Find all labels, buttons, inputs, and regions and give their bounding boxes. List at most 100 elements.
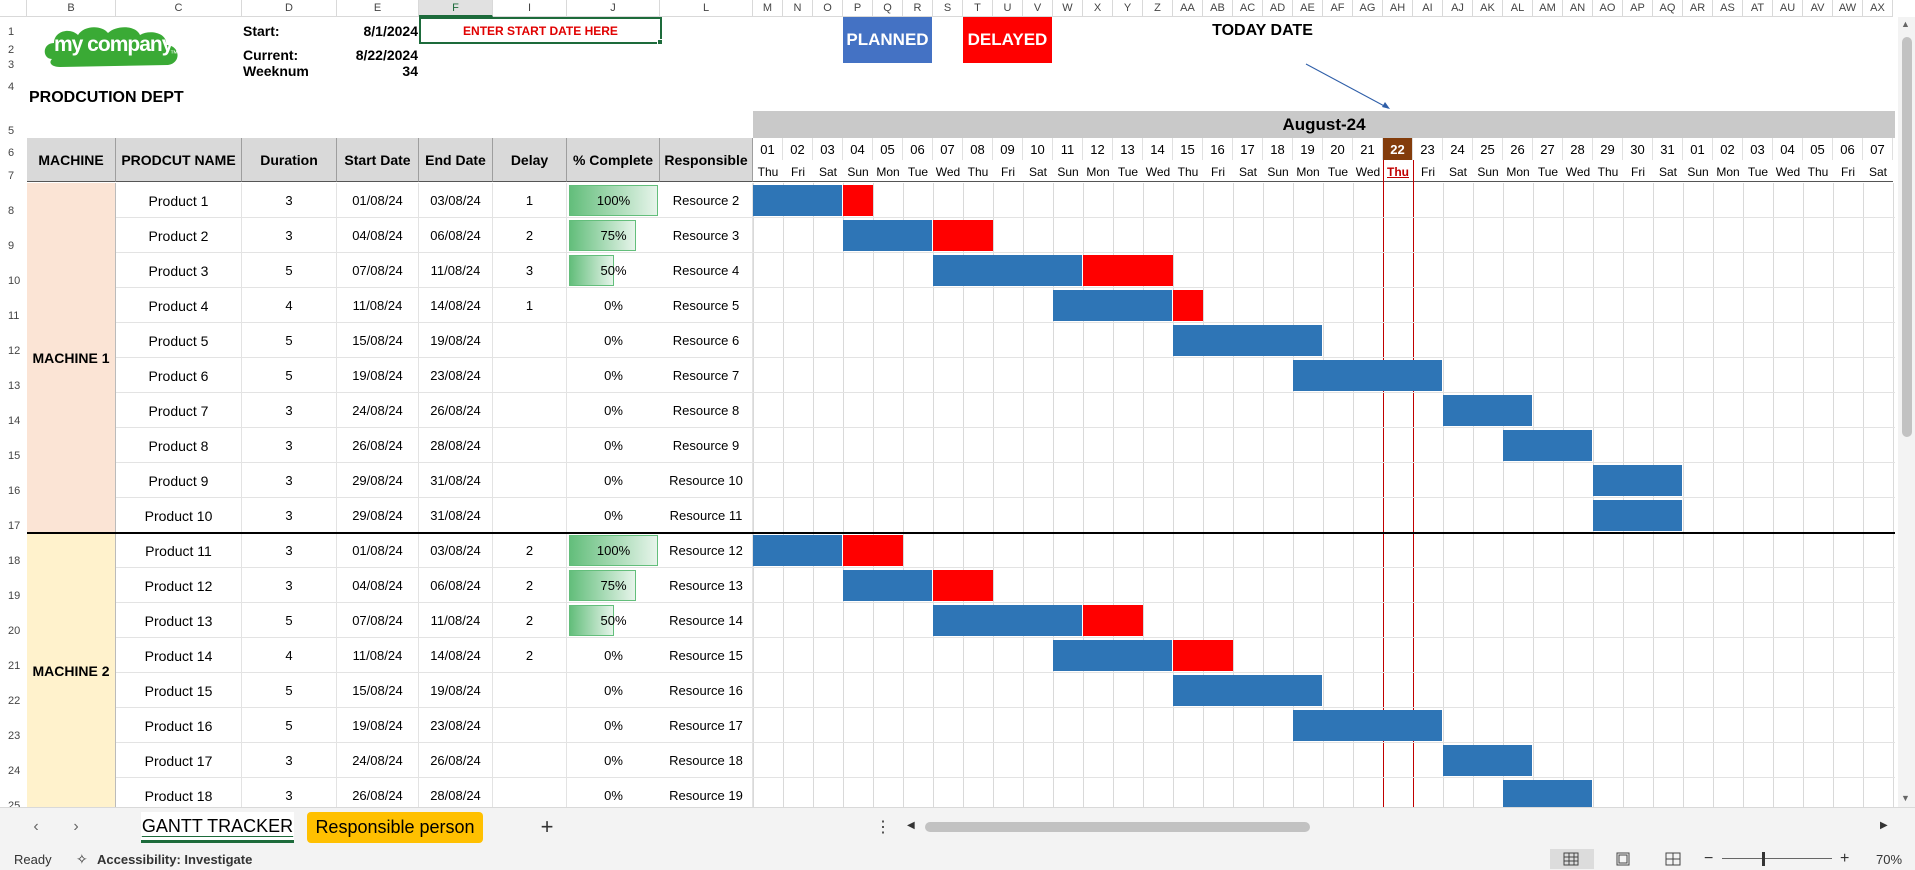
- product-name[interactable]: Product 5: [116, 323, 242, 358]
- product-name[interactable]: Product 11: [116, 533, 242, 568]
- duration-cell[interactable]: 5: [242, 708, 337, 743]
- start-date-cell[interactable]: 11/08/24: [337, 288, 419, 323]
- add-sheet-button[interactable]: +: [540, 814, 554, 839]
- row-header[interactable]: 7: [8, 170, 15, 182]
- spreadsheet-grid[interactable]: B C D E F I J L M N O P Q R S T U V W X Y Z AA AB AC AD AE AF AG AH AI…: [0, 0, 1915, 807]
- duration-cell[interactable]: 5: [242, 253, 337, 288]
- column-header[interactable]: AG: [1353, 0, 1383, 17]
- page-layout-icon[interactable]: [1615, 852, 1631, 866]
- start-date-cell[interactable]: 15/08/24: [337, 673, 419, 708]
- column-header[interactable]: V: [1023, 0, 1053, 17]
- start-date-cell[interactable]: 19/08/24: [337, 358, 419, 393]
- pct-complete-cell[interactable]: 0%: [569, 710, 658, 741]
- product-name[interactable]: Product 17: [116, 743, 242, 778]
- row-header[interactable]: 22: [8, 695, 21, 707]
- column-header[interactable]: S: [933, 0, 963, 17]
- vertical-scroll-thumb[interactable]: [1902, 37, 1912, 437]
- responsible-cell[interactable]: Resource 3: [660, 218, 753, 253]
- column-header[interactable]: AW: [1833, 0, 1863, 17]
- row-header[interactable]: 21: [8, 660, 21, 672]
- responsible-cell[interactable]: Resource 4: [660, 253, 753, 288]
- column-header[interactable]: X: [1083, 0, 1113, 17]
- column-header[interactable]: AI: [1413, 0, 1443, 17]
- responsible-cell[interactable]: Resource 12: [660, 533, 753, 568]
- pct-complete-cell[interactable]: 0%: [569, 430, 658, 461]
- row-header[interactable]: 1: [8, 26, 15, 38]
- delay-cell[interactable]: [493, 778, 567, 807]
- accessibility-icon[interactable]: ✧: [76, 851, 88, 867]
- pct-complete-cell[interactable]: 75%: [569, 570, 658, 601]
- responsible-cell[interactable]: Resource 19: [660, 778, 753, 807]
- product-name[interactable]: Product 6: [116, 358, 242, 393]
- pct-complete-cell[interactable]: 0%: [569, 500, 658, 531]
- duration-cell[interactable]: 5: [242, 603, 337, 638]
- end-date-cell[interactable]: 31/08/24: [419, 498, 493, 533]
- responsible-cell[interactable]: Resource 9: [660, 428, 753, 463]
- start-date-cell[interactable]: 26/08/24: [337, 778, 419, 807]
- start-date-cell[interactable]: 26/08/24: [337, 428, 419, 463]
- pct-complete-cell[interactable]: 0%: [569, 290, 658, 321]
- end-date-cell[interactable]: 23/08/24: [419, 358, 493, 393]
- column-header[interactable]: AR: [1683, 0, 1713, 17]
- product-name[interactable]: Product 9: [116, 463, 242, 498]
- responsible-cell[interactable]: Resource 17: [660, 708, 753, 743]
- more-options-icon[interactable]: ⋮: [875, 819, 891, 836]
- start-date-cell[interactable]: 24/08/24: [337, 743, 419, 778]
- delay-cell[interactable]: [493, 358, 567, 393]
- row-header[interactable]: 15: [8, 450, 21, 462]
- column-header[interactable]: AL: [1503, 0, 1533, 17]
- column-header[interactable]: Y: [1113, 0, 1143, 17]
- column-header[interactable]: B: [27, 0, 116, 17]
- column-header[interactable]: T: [963, 0, 993, 17]
- column-header[interactable]: AB: [1203, 0, 1233, 17]
- zoom-slider[interactable]: [1722, 858, 1832, 859]
- column-header[interactable]: E: [337, 0, 419, 17]
- delay-cell[interactable]: 2: [493, 533, 567, 568]
- row-header[interactable]: 14: [8, 415, 21, 427]
- product-name[interactable]: Product 3: [116, 253, 242, 288]
- start-date-cell[interactable]: 01/08/24: [337, 533, 419, 568]
- start-date-cell[interactable]: 04/08/24: [337, 218, 419, 253]
- duration-cell[interactable]: 4: [242, 288, 337, 323]
- vertical-scrollbar[interactable]: ▲ ▼: [1898, 17, 1915, 807]
- column-header[interactable]: Q: [873, 0, 903, 17]
- end-date-cell[interactable]: 06/08/24: [419, 568, 493, 603]
- start-date-cell[interactable]: 15/08/24: [337, 323, 419, 358]
- row-header[interactable]: 10: [8, 275, 21, 287]
- delay-cell[interactable]: [493, 743, 567, 778]
- row-header[interactable]: 25: [8, 800, 21, 807]
- column-header[interactable]: M: [753, 0, 783, 17]
- row-header[interactable]: 19: [8, 590, 21, 602]
- duration-cell[interactable]: 5: [242, 673, 337, 708]
- row-header[interactable]: 24: [8, 765, 21, 777]
- scroll-right-icon[interactable]: ▶: [1880, 820, 1888, 831]
- column-header[interactable]: AV: [1803, 0, 1833, 17]
- row-header[interactable]: 20: [8, 625, 21, 637]
- responsible-cell[interactable]: Resource 15: [660, 638, 753, 673]
- duration-cell[interactable]: 3: [242, 428, 337, 463]
- column-header[interactable]: AF: [1323, 0, 1353, 17]
- end-date-cell[interactable]: 11/08/24: [419, 603, 493, 638]
- end-date-cell[interactable]: 11/08/24: [419, 253, 493, 288]
- end-date-cell[interactable]: 14/08/24: [419, 288, 493, 323]
- delay-cell[interactable]: 2: [493, 638, 567, 673]
- pct-complete-cell[interactable]: 100%: [569, 185, 658, 216]
- current-date-value[interactable]: 8/22/2024: [355, 46, 418, 63]
- column-header[interactable]: N: [783, 0, 813, 17]
- pct-complete-cell[interactable]: 50%: [569, 255, 658, 286]
- row-header[interactable]: 17: [8, 520, 21, 532]
- pct-complete-cell[interactable]: 0%: [569, 745, 658, 776]
- delay-cell[interactable]: [493, 393, 567, 428]
- start-date-cell[interactable]: 07/08/24: [337, 603, 419, 638]
- duration-cell[interactable]: 5: [242, 358, 337, 393]
- column-header[interactable]: AM: [1533, 0, 1563, 17]
- product-name[interactable]: Product 7: [116, 393, 242, 428]
- scroll-up-icon[interactable]: ▲: [1901, 19, 1910, 29]
- responsible-cell[interactable]: Resource 13: [660, 568, 753, 603]
- column-header[interactable]: P: [843, 0, 873, 17]
- tab-responsible-person[interactable]: Responsible person: [307, 812, 483, 843]
- column-header[interactable]: J: [567, 0, 660, 17]
- start-date-cell[interactable]: 07/08/24: [337, 253, 419, 288]
- column-header[interactable]: AD: [1263, 0, 1293, 17]
- start-date-cell[interactable]: 19/08/24: [337, 708, 419, 743]
